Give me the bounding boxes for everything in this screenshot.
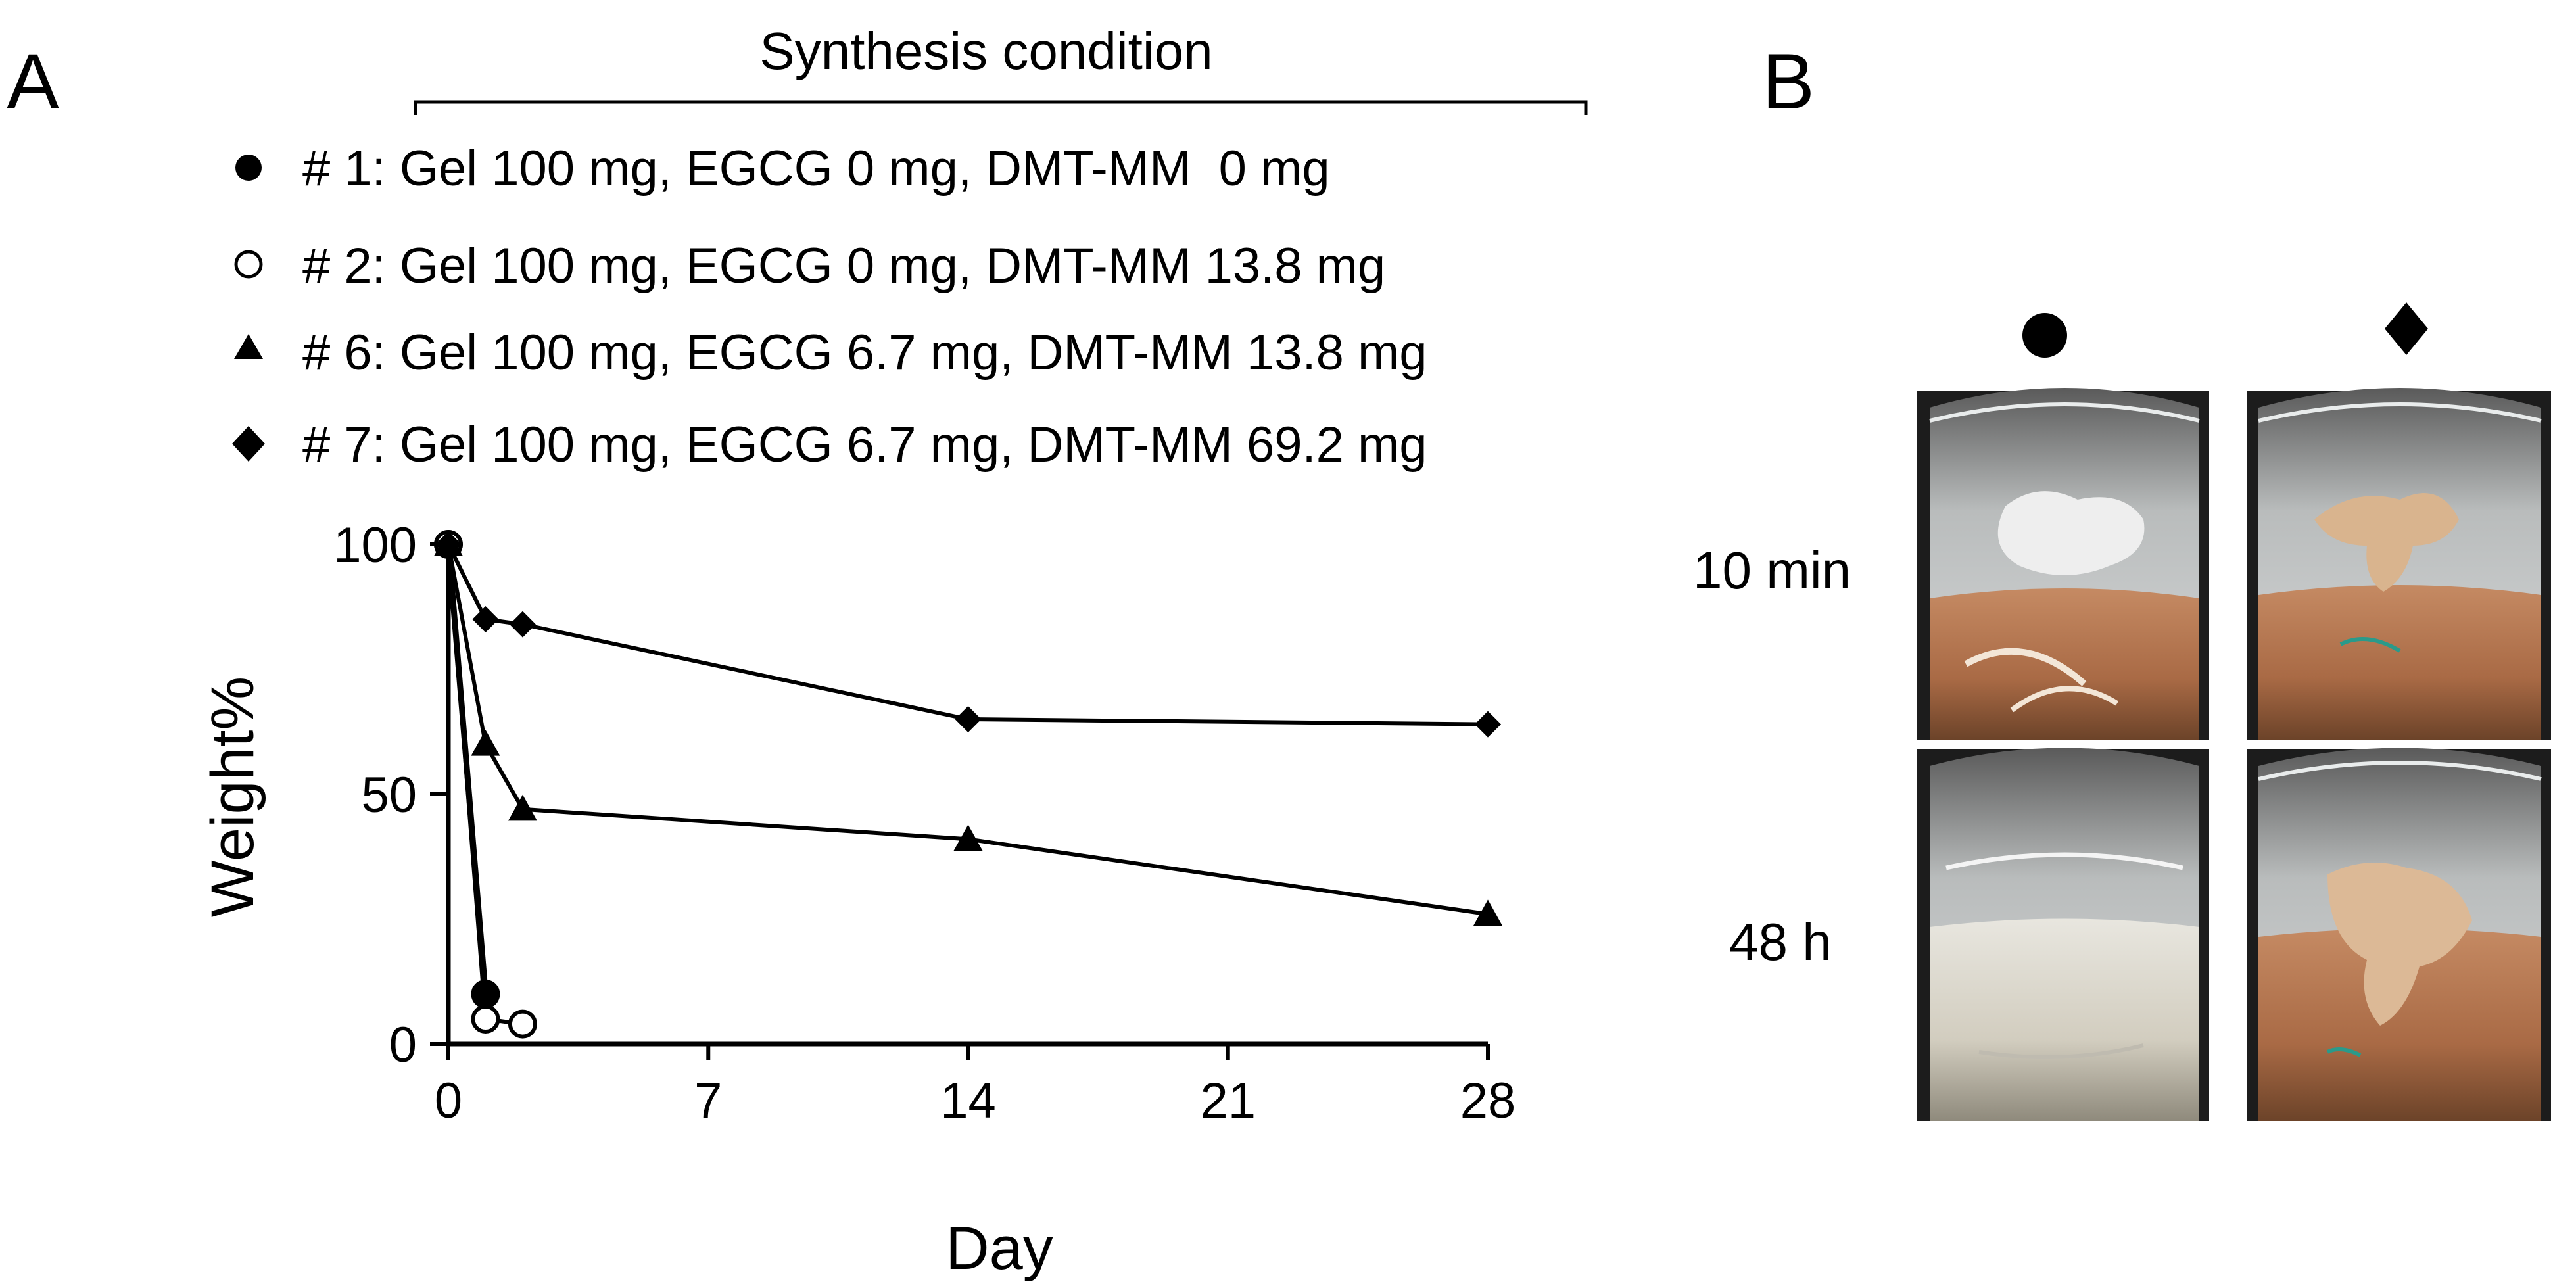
data-point-filled-diamond xyxy=(1475,711,1501,738)
x-tick-label: 7 xyxy=(694,1073,722,1129)
data-point-filled-diamond xyxy=(509,611,536,638)
y-tick-label: 0 xyxy=(389,1017,417,1073)
row-label-48-h: 48 h xyxy=(1729,913,1832,971)
photo-diamond-10min xyxy=(2247,388,2551,740)
x-ticks: 0 7 14 21 28 xyxy=(435,1044,1515,1129)
y-tick-label: 50 xyxy=(361,767,417,823)
y-axis-label: Weight% xyxy=(199,677,266,917)
photo-circle-48h xyxy=(1917,748,2209,1121)
data-point-filled-diamond xyxy=(435,531,462,558)
legend-entry-text: # 6: Gel 100 mg, EGCG 6.7 mg, DMT-MM 13.… xyxy=(302,325,1427,381)
legend-entry-text: # 7: Gel 100 mg, EGCG 6.7 mg, DMT-MM 69.… xyxy=(302,417,1427,473)
series-line-7 xyxy=(446,543,1489,726)
photo-diamond-48h xyxy=(2247,748,2551,1121)
legend: # 1: Gel 100 mg, EGCG 0 mg, DMT-MM 0 mg … xyxy=(232,141,1427,473)
data-point-filled-diamond xyxy=(955,706,982,732)
data-point-open-circle xyxy=(508,1009,537,1039)
photo-circle-10min xyxy=(1917,388,2209,740)
legend-entry-4: # 7: Gel 100 mg, EGCG 6.7 mg, DMT-MM 69.… xyxy=(232,417,1427,473)
data-point-filled-triangle xyxy=(1473,899,1502,926)
weight-chart: Weight% Day 0 50 100 0 7 14 21 28 xyxy=(199,517,1515,1282)
data-point-filled-triangle xyxy=(953,824,983,851)
y-ticks: 0 50 100 xyxy=(333,517,448,1073)
legend-entry-1: # 1: Gel 100 mg, EGCG 0 mg, DMT-MM 0 mg xyxy=(235,141,1330,197)
filled-diamond-marker-icon xyxy=(232,426,265,462)
legend-header: Synthesis condition xyxy=(759,22,1212,80)
column-marker-filled-circle-icon xyxy=(2022,313,2067,358)
x-tick-label: 28 xyxy=(1460,1073,1516,1129)
panel-label-a: A xyxy=(7,37,59,126)
plot-area xyxy=(434,530,1502,1039)
data-point-filled-triangle xyxy=(471,730,500,756)
x-tick-label: 14 xyxy=(940,1073,996,1129)
data-point-filled-triangle xyxy=(508,794,537,821)
legend-entry-text: # 1: Gel 100 mg, EGCG 0 mg, DMT-MM 0 mg xyxy=(302,141,1330,197)
x-axis-label: Day xyxy=(945,1215,1053,1282)
filled-circle-marker-icon xyxy=(235,155,262,181)
x-tick-label: 0 xyxy=(435,1073,462,1129)
data-point-filled-diamond xyxy=(472,606,499,632)
legend-entry-3: # 6: Gel 100 mg, EGCG 6.7 mg, DMT-MM 13.… xyxy=(234,325,1427,381)
filled-triangle-marker-icon xyxy=(234,334,263,359)
y-tick-label: 100 xyxy=(333,517,417,573)
x-tick-label: 21 xyxy=(1200,1073,1256,1129)
legend-entry-text: # 2: Gel 100 mg, EGCG 0 mg, DMT-MM 13.8 … xyxy=(302,238,1385,294)
row-label-10-min: 10 min xyxy=(1693,541,1851,600)
column-marker-filled-diamond-icon xyxy=(2385,302,2428,355)
legend-bracket xyxy=(414,100,1588,115)
data-point-filled-circle xyxy=(471,980,500,1009)
open-circle-marker-icon xyxy=(234,250,263,279)
data-point-open-circle xyxy=(471,1005,500,1034)
legend-entry-2: # 2: Gel 100 mg, EGCG 0 mg, DMT-MM 13.8 … xyxy=(234,238,1385,294)
panel-label-b: B xyxy=(1762,37,1815,126)
